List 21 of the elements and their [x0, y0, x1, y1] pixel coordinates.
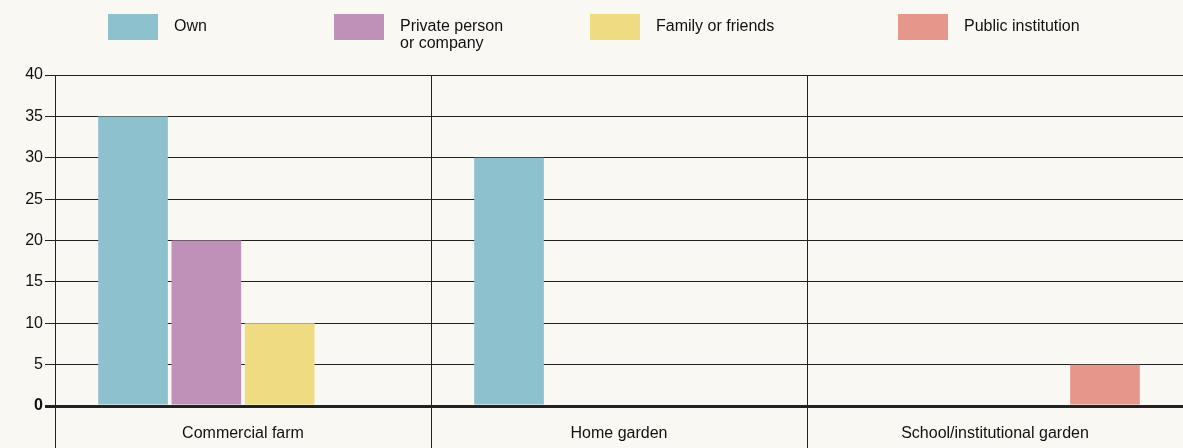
bar [1070, 364, 1140, 405]
legend-label: Public institution [964, 17, 1080, 34]
bar [98, 116, 168, 405]
x-tick-label: Commercial farm [182, 424, 304, 442]
legend-label: Own [174, 17, 207, 34]
legend-label: Private person or company [400, 17, 505, 51]
y-tick-label: 0 [34, 396, 44, 414]
y-tick-label: 30 [25, 148, 44, 166]
legend-label: Family or friends [656, 17, 775, 34]
y-tick-label: 35 [25, 106, 44, 124]
y-tick-label: 40 [25, 65, 44, 83]
y-tick-label: 10 [25, 313, 44, 331]
bar [171, 240, 242, 405]
y-tick-label: 25 [25, 189, 44, 207]
y-tick-label: 5 [34, 355, 44, 373]
x-tick-label: School/institutional garden [901, 424, 1089, 442]
bar [244, 323, 315, 405]
y-tick-label: 20 [25, 230, 44, 248]
x-tick-label: Home garden [570, 424, 668, 442]
y-tick-label: 15 [25, 272, 44, 290]
bar [474, 157, 544, 405]
